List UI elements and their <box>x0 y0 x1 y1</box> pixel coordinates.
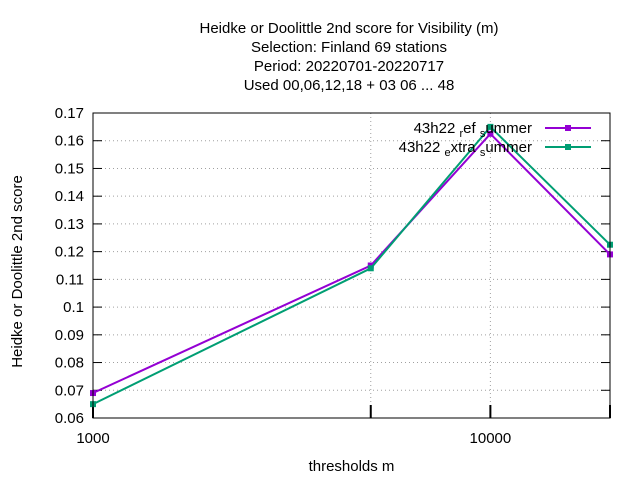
grid-lines <box>93 113 610 418</box>
title-line: Heidke or Doolittle 2nd score for Visibi… <box>200 20 499 37</box>
y-tick-label: 0.08 <box>55 355 84 372</box>
x-axis-label: thresholds m <box>309 458 395 475</box>
data-point <box>367 265 374 272</box>
y-tick-label: 0.16 <box>55 133 84 150</box>
y-tick-label: 0.14 <box>55 188 84 205</box>
y-tick-label: 0.1 <box>63 299 84 316</box>
title-line: Period: 20220701-20220717 <box>254 58 444 75</box>
x-tick-label: 1000 <box>76 430 109 447</box>
y-tick-label: 0.06 <box>55 410 84 427</box>
axis-ticks: 0.06 0.07 0.08 0.09 0.1 0.11 0.12 0.13 0.14 0.15 0… <box>55 105 611 447</box>
chart-title: Heidke or Doolittle 2nd score for Visibi… <box>200 20 499 94</box>
data-point <box>487 123 494 130</box>
legend-swatch-marker <box>565 144 571 150</box>
title-line: Selection: Finland 69 stations <box>251 39 447 56</box>
x-tick-label: 10000 <box>470 430 512 447</box>
y-axis-label: Heidke or Doolittle 2nd score <box>9 175 26 368</box>
y-tick-label: 0.07 <box>55 382 84 399</box>
series-line <box>92 125 611 405</box>
y-tick-label: 0.12 <box>55 244 84 261</box>
data-point <box>487 130 494 137</box>
series-layer <box>90 123 613 408</box>
y-tick-label: 0.09 <box>55 327 84 344</box>
y-tick-label: 0.13 <box>55 216 84 233</box>
y-tick-label: 0.11 <box>56 271 84 288</box>
series-line <box>92 132 611 394</box>
legend-swatch-marker <box>565 125 571 131</box>
y-tick-label: 0.15 <box>55 160 84 177</box>
plot-frame <box>92 112 611 419</box>
legend-label: 43h22 ref summer <box>414 120 532 140</box>
legend-label: 43h22 extra summer <box>399 139 532 159</box>
y-tick-label: 0.17 <box>55 105 84 122</box>
title-line: Used 00,06,12,18 + 03 06 ... 48 <box>244 77 455 94</box>
